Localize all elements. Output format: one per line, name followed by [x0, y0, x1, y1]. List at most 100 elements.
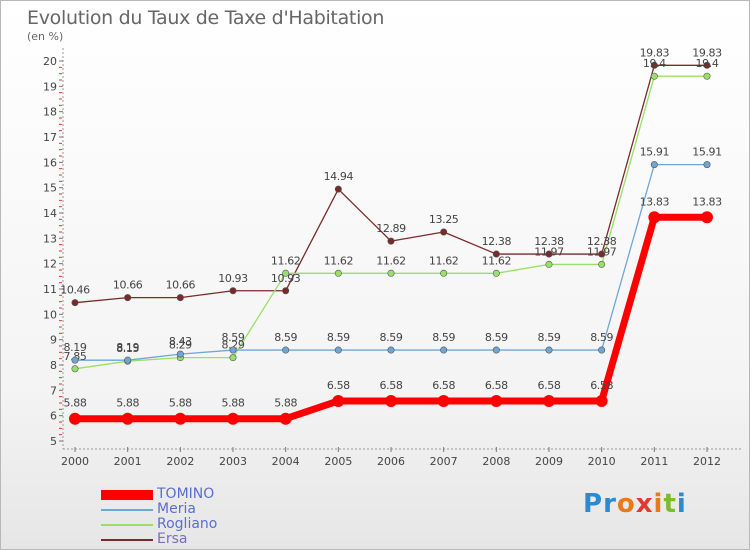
- data-label-rogliano: 11.97: [534, 245, 564, 258]
- logo-letter: r: [603, 489, 617, 519]
- y-tick-label: 17: [43, 131, 57, 144]
- data-point-ersa: [176, 294, 184, 302]
- y-tick-label: 8: [50, 359, 57, 372]
- data-label-tomino: 6.58: [538, 379, 561, 392]
- data-point-meria: [650, 161, 658, 169]
- data-label-tomino: 6.58: [380, 379, 403, 392]
- data-point-meria: [545, 346, 553, 354]
- y-tick-label: 7: [50, 384, 57, 397]
- legend-label: TOMINO: [157, 486, 215, 502]
- data-label-meria: 8.59: [222, 331, 245, 344]
- data-point-ersa: [598, 250, 606, 258]
- data-point-ersa: [545, 250, 553, 258]
- data-point-tomino: [227, 412, 239, 425]
- data-label-ersa: 14.94: [324, 170, 354, 183]
- logo-letter: o: [616, 489, 636, 519]
- data-point-rogliano: [440, 269, 448, 277]
- chart-title: Evolution du Taux de Taxe d'Habitation: [27, 7, 385, 29]
- legend-label: Meria: [157, 501, 196, 517]
- data-point-rogliano: [229, 354, 237, 362]
- data-point-rogliano: [71, 365, 79, 373]
- data-point-ersa: [492, 250, 500, 258]
- legend: TOMINO Meria Rogliano Ersa: [101, 487, 217, 547]
- data-point-tomino: [701, 211, 713, 224]
- data-label-tomino: 6.58: [327, 379, 350, 392]
- legend-label: Ersa: [157, 531, 188, 547]
- data-point-tomino: [648, 211, 661, 224]
- y-tick-label: 5: [50, 435, 57, 448]
- data-label-meria: 8.19: [64, 341, 87, 354]
- logo-letter: t: [663, 489, 677, 519]
- y-tick-label: 10: [43, 308, 57, 321]
- legend-swatch: [101, 508, 153, 511]
- logo-letter: i: [653, 489, 664, 519]
- data-label-tomino: 5.88: [222, 397, 245, 410]
- data-point-rogliano: [598, 260, 606, 268]
- data-label-tomino: 6.58: [432, 379, 455, 392]
- legend-item-rogliano: Rogliano: [101, 517, 217, 532]
- data-point-tomino: [543, 394, 555, 407]
- data-label-ersa: 10.46: [60, 284, 90, 297]
- x-tick-label: 2005: [324, 455, 352, 468]
- data-point-tomino: [490, 394, 503, 407]
- data-point-ersa: [124, 294, 132, 302]
- logo-letter: x: [635, 489, 654, 519]
- data-label-rogliano: 8.29: [169, 339, 192, 352]
- data-label-meria: 8.59: [274, 331, 297, 344]
- chart-subtitle: (en %): [27, 30, 64, 43]
- data-label-ersa: 12.38: [587, 235, 617, 248]
- data-label-meria: 8.59: [538, 331, 561, 344]
- data-point-tomino: [385, 394, 397, 407]
- data-label-tomino: 5.88: [274, 397, 297, 410]
- x-tick-label: 2000: [61, 455, 89, 468]
- data-label-ersa: 19.83: [692, 46, 722, 59]
- data-label-tomino: 13.83: [640, 195, 670, 208]
- data-label-meria: 15.91: [640, 146, 670, 159]
- data-point-rogliano: [492, 269, 500, 277]
- data-label-ersa: 19.83: [640, 46, 670, 59]
- data-point-ersa: [71, 299, 79, 307]
- data-point-meria: [492, 346, 500, 354]
- x-tick-label: 2009: [535, 455, 563, 468]
- x-tick-label: 2002: [166, 455, 194, 468]
- data-point-meria: [282, 346, 290, 354]
- data-label-rogliano: 11.62: [376, 254, 406, 267]
- data-point-tomino: [595, 394, 608, 407]
- data-label-ersa: 12.38: [534, 235, 564, 248]
- legend-swatch: [101, 489, 153, 500]
- data-label-rogliano: 19.4: [696, 57, 719, 70]
- y-tick-label: 12: [43, 258, 57, 271]
- data-label-tomino: 5.88: [116, 397, 139, 410]
- data-point-rogliano: [650, 72, 658, 80]
- data-point-tomino: [69, 412, 81, 425]
- data-point-tomino: [279, 412, 292, 425]
- data-label-ersa: 10.66: [113, 279, 143, 292]
- data-point-ersa: [387, 237, 395, 245]
- data-label-meria: 8.19: [116, 341, 139, 354]
- data-label-meria: 15.91: [692, 146, 722, 159]
- y-tick-label: 13: [43, 232, 57, 245]
- data-point-tomino: [174, 412, 187, 425]
- y-tick-label: 20: [43, 55, 57, 68]
- legend-item-ersa: Ersa: [101, 532, 217, 547]
- data-point-ersa: [650, 61, 658, 69]
- x-tick-label: 2011: [640, 455, 668, 468]
- data-label-rogliano: 19.4: [643, 57, 666, 70]
- data-point-rogliano: [387, 269, 395, 277]
- data-label-rogliano: 11.62: [429, 254, 459, 267]
- data-point-rogliano: [545, 260, 553, 268]
- data-label-tomino: 5.88: [169, 397, 192, 410]
- data-point-ersa: [229, 287, 237, 295]
- data-label-meria: 8.59: [432, 331, 455, 344]
- y-tick-label: 18: [43, 106, 57, 119]
- data-label-meria: 8.59: [485, 331, 508, 344]
- y-tick-label: 16: [43, 156, 57, 169]
- data-label-ersa: 12.38: [482, 235, 512, 248]
- data-point-meria: [440, 346, 448, 354]
- x-tick-label: 2001: [114, 455, 142, 468]
- data-point-rogliano: [282, 269, 290, 277]
- data-label-rogliano: 8.29: [222, 339, 245, 352]
- y-tick-label: 14: [43, 207, 57, 220]
- data-label-tomino: 6.58: [590, 379, 613, 392]
